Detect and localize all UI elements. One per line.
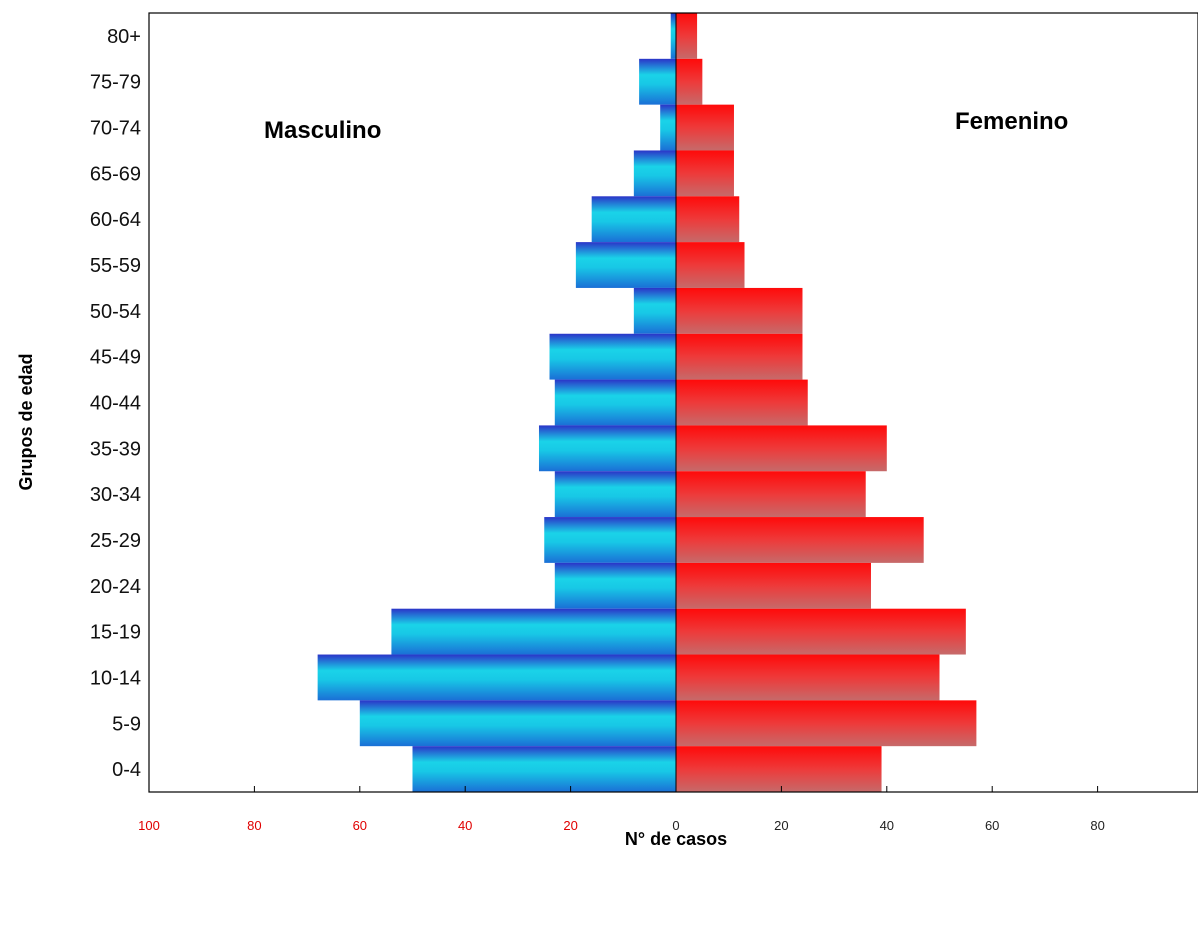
y-tick-label: 0-4 — [112, 759, 141, 781]
x-tick-label: 60 — [985, 818, 999, 833]
bar-femenino-40-44 — [676, 379, 808, 426]
y-tick-label: 5-9 — [112, 713, 141, 735]
y-tick-label: 25-29 — [90, 530, 141, 552]
bar-masculino-50-54 — [633, 287, 676, 334]
legend-label-masculino: Masculino — [264, 117, 381, 144]
bar-masculino-25-29 — [544, 517, 676, 563]
bar-femenino-35-39 — [676, 425, 887, 472]
bar-femenino-45-49 — [676, 333, 803, 380]
plot-frame — [148, 12, 1198, 793]
bar-masculino-0-4 — [412, 746, 676, 792]
bar-femenino-80+ — [676, 13, 698, 59]
x-tick-label: 60 — [353, 818, 367, 833]
bar-femenino-30-34 — [676, 471, 866, 518]
y-tick-label: 55-59 — [90, 255, 141, 277]
bar-femenino-10-14 — [676, 654, 940, 701]
x-tick-labels: 100 80 60 40 20 0 20 40 60 80 — [138, 786, 1105, 833]
x-tick-label: 0 — [672, 818, 679, 833]
x-tick-label: 20 — [774, 818, 788, 833]
bar-masculino-15-19 — [391, 608, 676, 655]
y-tick-label: 20-24 — [90, 576, 141, 598]
bar-femenino-75-79 — [676, 58, 703, 105]
y-tick-label: 70-74 — [90, 118, 141, 140]
y-tick-label: 30-34 — [90, 484, 141, 506]
bar-masculino-45-49 — [549, 333, 676, 380]
x-axis-title: N° de casos — [625, 829, 727, 849]
y-tick-label: 45-49 — [90, 347, 141, 369]
bar-masculino-30-34 — [554, 471, 676, 518]
bar-masculino-40-44 — [554, 379, 676, 426]
y-axis-title: Grupos de edad — [16, 353, 36, 490]
x-tick-label: 40 — [458, 818, 472, 833]
bar-masculino-60-64 — [591, 196, 676, 243]
y-tick-label: 80+ — [107, 26, 141, 48]
x-tick-label: 100 — [138, 818, 160, 833]
y-tick-label: 60-64 — [90, 209, 141, 231]
bar-masculino-10-14 — [317, 654, 676, 701]
y-tick-label: 50-54 — [90, 301, 141, 323]
bar-masculino-70-74 — [660, 104, 676, 151]
y-tick-label: 10-14 — [90, 667, 141, 689]
x-tick-label: 80 — [1090, 818, 1104, 833]
bar-femenino-0-4 — [676, 746, 882, 792]
y-tick-labels: 80+ 75-79 70-74 65-69 60-64 55-59 50-54 45-49 40… — [90, 26, 141, 781]
bar-femenino-5-9 — [676, 700, 977, 747]
bar-masculino-80+ — [670, 13, 676, 59]
bars-layer — [317, 13, 977, 792]
y-tick-label: 35-39 — [90, 438, 141, 460]
bar-masculino-35-39 — [538, 425, 676, 472]
y-tick-label: 75-79 — [90, 72, 141, 94]
bar-femenino-60-64 — [676, 196, 740, 243]
bar-femenino-50-54 — [676, 287, 803, 334]
bar-masculino-55-59 — [575, 242, 676, 288]
x-tick-label: 40 — [880, 818, 894, 833]
bar-femenino-70-74 — [676, 104, 734, 151]
bar-femenino-25-29 — [676, 517, 924, 563]
bar-masculino-75-79 — [639, 58, 676, 105]
bar-femenino-55-59 — [676, 242, 745, 288]
bar-femenino-65-69 — [676, 150, 734, 197]
x-tick-label: 20 — [563, 818, 577, 833]
legend-label-femenino: Femenino — [955, 108, 1068, 135]
bar-masculino-65-69 — [633, 150, 676, 197]
y-tick-label: 65-69 — [90, 163, 141, 185]
bar-femenino-20-24 — [676, 562, 871, 609]
bar-femenino-15-19 — [676, 608, 966, 655]
y-tick-label: 40-44 — [90, 393, 141, 415]
x-tick-label: 80 — [247, 818, 261, 833]
y-tick-label: 15-19 — [90, 622, 141, 644]
bar-masculino-5-9 — [359, 700, 676, 747]
bar-masculino-20-24 — [554, 562, 676, 609]
